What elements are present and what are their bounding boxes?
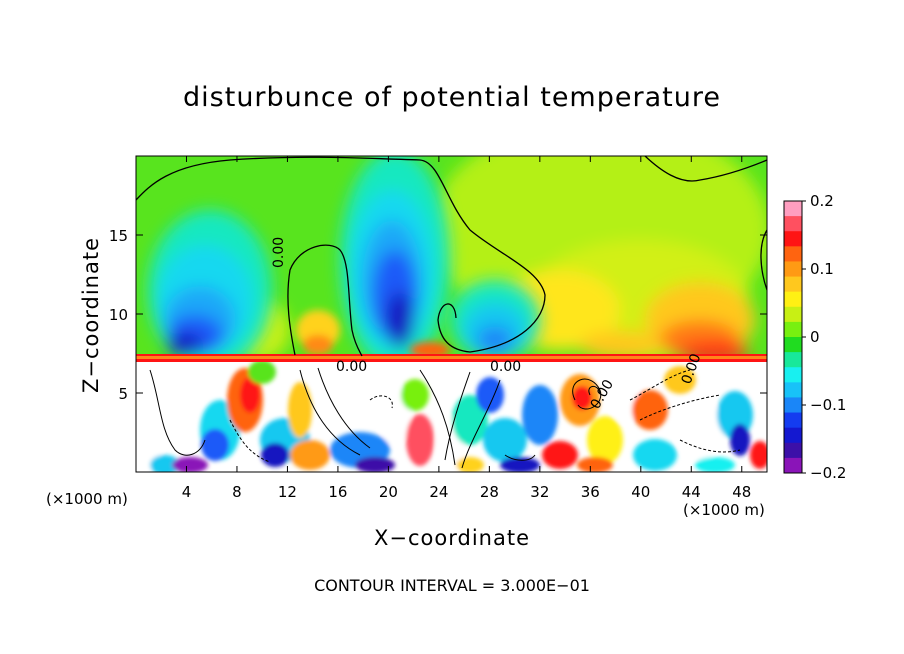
colorbar-label: 0.1: [810, 260, 834, 278]
x-tick-label: 4: [182, 483, 192, 501]
x-tick-label: 20: [379, 483, 398, 501]
boundary-layer: [136, 354, 767, 472]
y-ticks: 5 10 15: [109, 227, 767, 403]
heatmap-field: 0.00 0.00 0.00 0.00 0.00: [136, 156, 767, 472]
y-tick-label: 15: [109, 227, 128, 245]
x-unit-right: (×1000 m): [683, 501, 765, 519]
colorbar-label: 0.2: [810, 192, 834, 210]
y-tick-label: 5: [118, 385, 128, 403]
colorbar-cell: [784, 231, 802, 247]
colorbar-cell: [784, 337, 802, 353]
x-tick-label: 24: [429, 483, 448, 501]
contour-interval-note: CONTOUR INTERVAL = 3.000E−01: [314, 576, 590, 595]
cold-plume-left: [148, 210, 272, 370]
y-tick-label: 10: [109, 306, 128, 324]
colorbar-cell: [784, 397, 802, 414]
colorbar: 0.2 0.1 0 −0.1 −0.2: [783, 192, 846, 482]
contour-label: 0.00: [336, 359, 367, 375]
x-axis-label: X−coordinate: [374, 526, 530, 550]
warm-plume-small: [296, 310, 450, 358]
colorbar-cell: [784, 457, 802, 474]
x-tick-label: 44: [682, 483, 701, 501]
colorbar-cell: [784, 412, 802, 429]
contour-zero-top: [136, 156, 546, 353]
x-tick-label: 36: [581, 483, 600, 501]
contour-label: 0.00: [271, 237, 287, 268]
colorbar-cell: [784, 201, 802, 217]
colorbar-cell: [784, 306, 802, 323]
contour-zero-right: [644, 156, 767, 182]
x-unit-left: (×1000 m): [46, 490, 128, 508]
colorbar-label: −0.1: [810, 396, 846, 414]
cold-plume-right: [450, 280, 540, 360]
colorbar-cell: [784, 276, 802, 293]
colorbar-cell: [784, 261, 802, 278]
contour-zero-left: [287, 244, 363, 357]
x-tick-label: 32: [530, 483, 549, 501]
colorbar-cell: [784, 352, 802, 368]
cold-plume-center: [340, 156, 450, 370]
x-tick-label: 16: [328, 483, 347, 501]
contour-lines: [136, 156, 767, 469]
colorbar-cell: [784, 246, 802, 262]
x-tick-label: 28: [480, 483, 499, 501]
y-axis-label: Z−coordinate: [79, 237, 103, 393]
colorbar-cell: [784, 291, 802, 308]
colorbar-cell: [784, 427, 802, 444]
x-ticks: 4 8 12 16 20 24 28 32 36 40 44 48: [182, 156, 751, 501]
x-tick-label: 48: [732, 483, 751, 501]
contour-label: 0.00: [490, 359, 521, 375]
colorbar-label: 0: [810, 328, 820, 346]
colorbar-cell: [784, 442, 802, 459]
x-tick-label: 8: [232, 483, 242, 501]
colorbar-cell: [784, 367, 802, 383]
contour-right-edge: [760, 229, 767, 291]
colorbar-label: −0.2: [810, 464, 846, 482]
x-tick-label: 12: [278, 483, 297, 501]
colorbar-cell: [784, 216, 802, 232]
colorbar-cell: [784, 382, 802, 398]
colorbar-cell: [784, 321, 802, 338]
x-tick-label: 40: [631, 483, 650, 501]
chart-title: disturbunce of potential temperature: [183, 82, 721, 113]
